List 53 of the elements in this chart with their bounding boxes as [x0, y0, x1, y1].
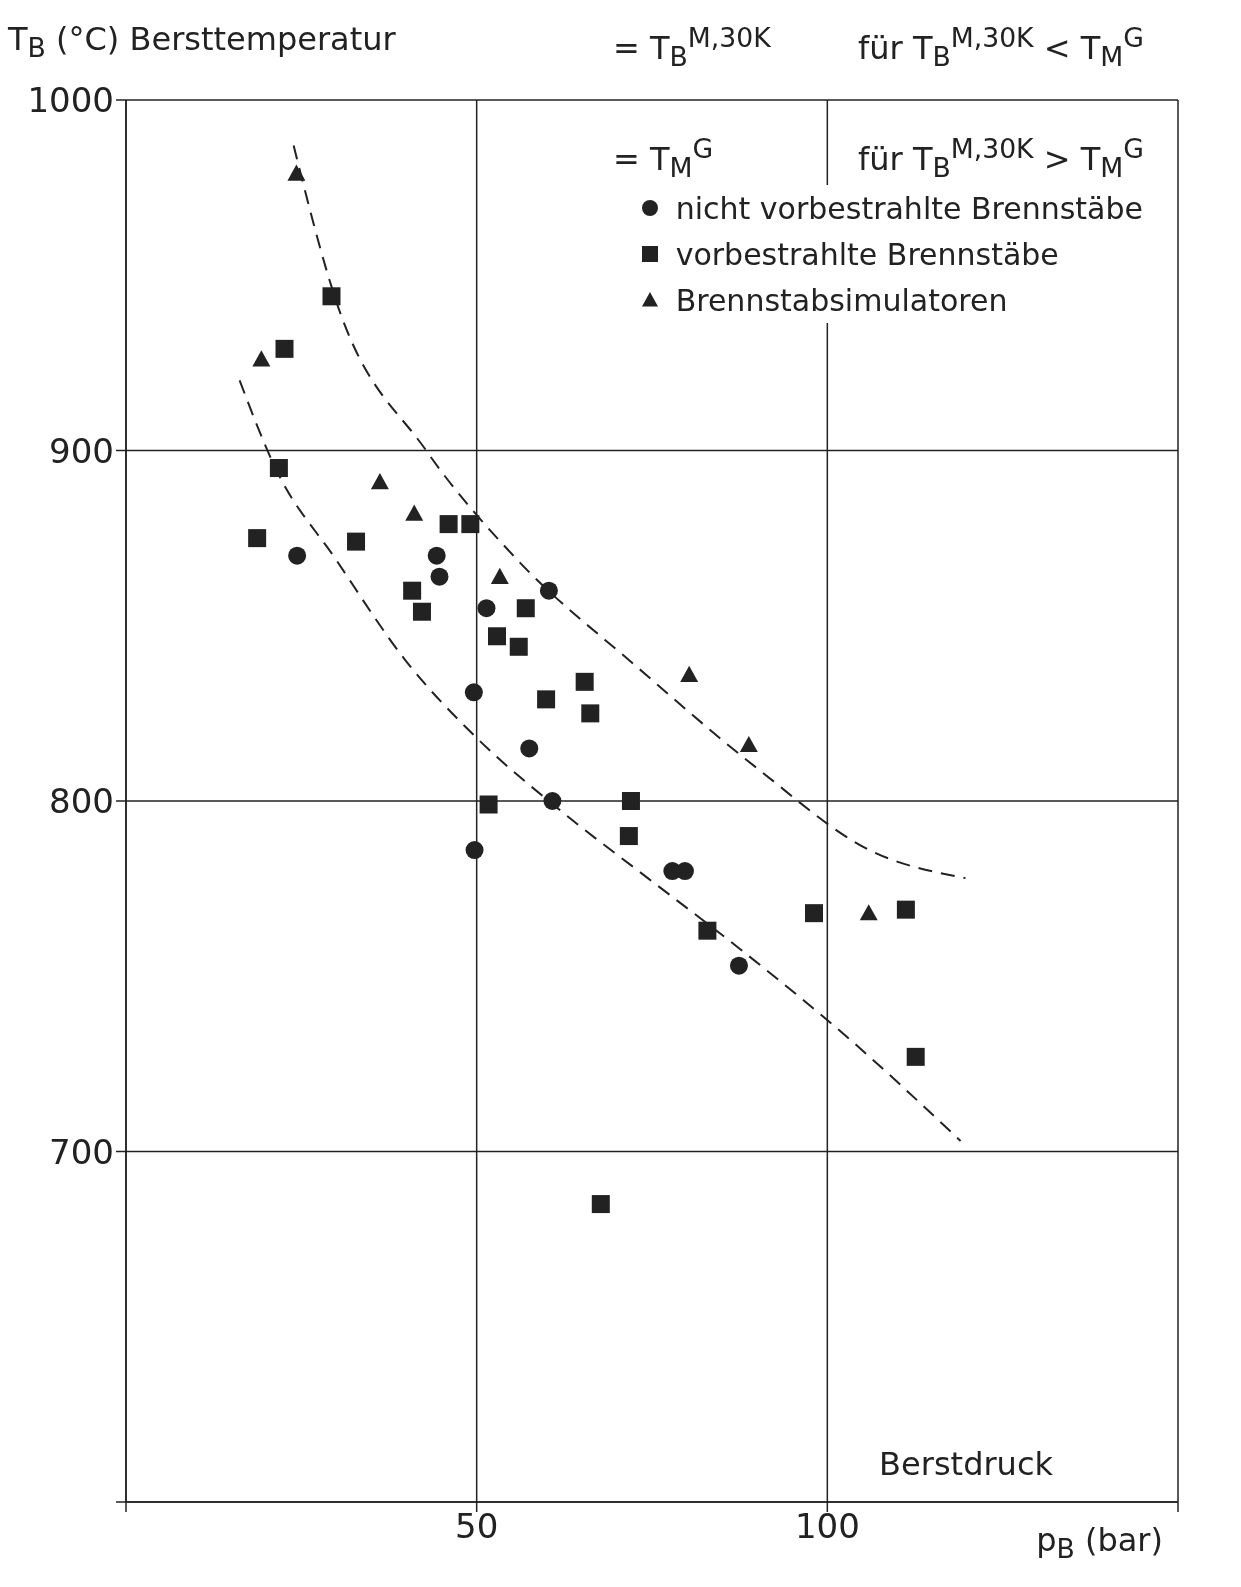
point [537, 690, 556, 709]
annotation: Berstdruck [879, 1445, 1053, 1483]
point [248, 529, 267, 548]
point [430, 567, 449, 586]
point [591, 1195, 610, 1214]
point [896, 900, 915, 919]
x-axis-title: p$_{B}$ (bar) [1036, 1520, 1163, 1564]
point [461, 515, 480, 534]
point [539, 581, 558, 600]
point [698, 921, 717, 940]
point [621, 792, 640, 810]
point [490, 567, 509, 584]
point [619, 827, 638, 846]
point [575, 672, 594, 691]
point [269, 459, 288, 478]
legend-label: vorbestrahlte Brennstäbe [675, 236, 1059, 272]
point [288, 546, 307, 565]
point [805, 904, 824, 923]
point [412, 602, 431, 621]
point [287, 164, 306, 181]
point [516, 599, 535, 618]
point [405, 504, 424, 521]
point [680, 665, 699, 683]
point [479, 795, 498, 814]
point [347, 532, 366, 551]
point [543, 792, 562, 810]
y-tick-label: 700 [49, 1131, 114, 1172]
point [439, 515, 458, 534]
point [322, 287, 341, 306]
point [906, 1047, 925, 1066]
point [477, 599, 496, 618]
y-tick-label: 1000 [27, 80, 114, 121]
point [509, 637, 528, 656]
point [859, 904, 878, 921]
point [739, 735, 758, 753]
point [275, 339, 294, 358]
point [465, 841, 484, 860]
point [464, 683, 483, 702]
point [370, 473, 389, 490]
legend-label: nicht vorbestrahlte Brennstäbe [675, 190, 1143, 226]
point [729, 956, 748, 975]
point [581, 704, 600, 723]
y-axis-title: T$_{B}$ (°C) Bersttemperatur [8, 20, 396, 64]
y-tick-label: 800 [49, 781, 114, 822]
point [520, 739, 539, 758]
point [488, 627, 507, 646]
legend-label: Brennstabsimulatoren [675, 282, 1008, 318]
point [403, 581, 422, 600]
point [427, 546, 446, 565]
x-tick-label: 50 [455, 1506, 499, 1547]
y-tick-label: 900 [49, 430, 114, 471]
x-tick-label: 100 [794, 1506, 860, 1547]
point [252, 350, 271, 367]
